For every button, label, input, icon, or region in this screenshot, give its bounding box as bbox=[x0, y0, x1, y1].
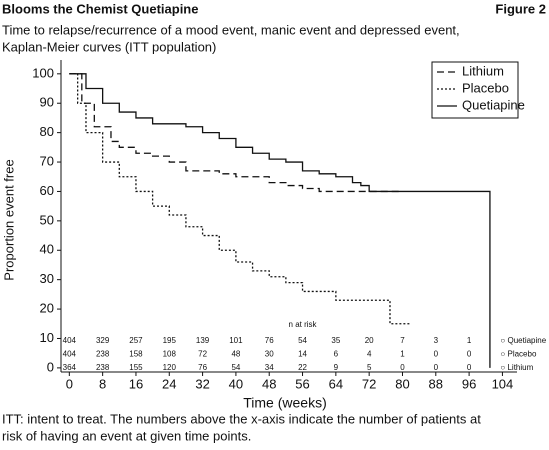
y-tick-label: 100 bbox=[32, 65, 54, 80]
risk-count: 238 bbox=[96, 363, 110, 372]
risk-count: 139 bbox=[196, 336, 210, 345]
risk-count: 329 bbox=[96, 336, 110, 345]
y-tick-label: 80 bbox=[40, 124, 54, 139]
risk-count: 364 bbox=[63, 363, 77, 372]
figure-label: Figure 2 bbox=[495, 1, 546, 16]
y-tick-label: 20 bbox=[40, 301, 54, 316]
km-curve bbox=[69, 73, 491, 368]
risk-title: n at risk bbox=[289, 320, 318, 329]
x-tick-label: 16 bbox=[129, 376, 143, 391]
title: Blooms the Chemist Quetiapine bbox=[2, 1, 198, 16]
risk-count: 22 bbox=[298, 363, 307, 372]
risk-count: 4 bbox=[367, 350, 372, 359]
risk-count: 1 bbox=[467, 336, 472, 345]
km-curve bbox=[69, 73, 411, 325]
y-axis-label: Proportion event free bbox=[1, 159, 16, 280]
subtitle: Time to relapse/recurrence of a mood eve… bbox=[2, 22, 460, 37]
x-tick-label: 88 bbox=[429, 376, 443, 391]
risk-count: 3 bbox=[434, 336, 439, 345]
y-tick-label: 70 bbox=[40, 153, 54, 168]
x-tick-label: 8 bbox=[99, 376, 106, 391]
subtitle: Kaplan-Meier curves (ITT population) bbox=[2, 39, 216, 54]
risk-count: 1 bbox=[400, 350, 405, 359]
risk-count: 35 bbox=[331, 336, 340, 345]
risk-count: 108 bbox=[163, 350, 177, 359]
risk-count: 0 bbox=[400, 363, 405, 372]
legend-label: Lithium bbox=[462, 63, 504, 78]
x-axis-label: Time (weeks) bbox=[243, 395, 327, 411]
risk-count: 257 bbox=[129, 336, 143, 345]
risk-count: 404 bbox=[63, 350, 77, 359]
risk-count: 238 bbox=[96, 350, 110, 359]
risk-count: 9 bbox=[334, 363, 339, 372]
risk-count: 0 bbox=[434, 350, 439, 359]
risk-count: 158 bbox=[129, 350, 143, 359]
x-tick-label: 96 bbox=[462, 376, 476, 391]
y-tick-label: 50 bbox=[40, 212, 54, 227]
risk-count: 76 bbox=[198, 363, 207, 372]
risk-count: 404 bbox=[63, 336, 77, 345]
x-tick-label: 40 bbox=[229, 376, 243, 391]
risk-count: 76 bbox=[265, 336, 274, 345]
risk-count: 6 bbox=[334, 350, 339, 359]
x-tick-label: 72 bbox=[362, 376, 376, 391]
x-tick-label: 80 bbox=[395, 376, 409, 391]
y-tick-label: 0 bbox=[47, 359, 54, 374]
km-curve bbox=[69, 73, 403, 193]
risk-row-label: ○ Placebo bbox=[500, 350, 537, 359]
x-tick-label: 24 bbox=[162, 376, 176, 391]
risk-count: 0 bbox=[467, 363, 472, 372]
risk-count: 14 bbox=[298, 350, 307, 359]
risk-count: 54 bbox=[231, 363, 240, 372]
risk-count: 54 bbox=[298, 336, 307, 345]
risk-count: 0 bbox=[467, 350, 472, 359]
y-tick-label: 90 bbox=[40, 95, 54, 110]
risk-count: 101 bbox=[229, 336, 243, 345]
x-tick-label: 56 bbox=[295, 376, 309, 391]
risk-count: 0 bbox=[434, 363, 439, 372]
risk-count: 48 bbox=[231, 350, 240, 359]
footnote: risk of having an event at given time po… bbox=[2, 428, 251, 443]
risk-row-label: ○ Lithium bbox=[500, 363, 533, 372]
risk-count: 34 bbox=[265, 363, 274, 372]
risk-row-label: ○ Quetiapine bbox=[500, 336, 546, 345]
legend-label: Placebo bbox=[462, 80, 509, 95]
legend-box bbox=[431, 61, 519, 119]
risk-count: 7 bbox=[400, 336, 405, 345]
x-tick-label: 104 bbox=[492, 376, 514, 391]
x-tick-label: 48 bbox=[262, 376, 276, 391]
x-tick-label: 0 bbox=[66, 376, 73, 391]
risk-count: 20 bbox=[365, 336, 374, 345]
y-tick-label: 30 bbox=[40, 271, 54, 286]
legend-label: Quetiapine bbox=[462, 97, 525, 112]
y-tick-label: 60 bbox=[40, 183, 54, 198]
x-tick-label: 32 bbox=[195, 376, 209, 391]
x-tick-label: 64 bbox=[329, 376, 343, 391]
risk-count: 120 bbox=[163, 363, 177, 372]
risk-count: 195 bbox=[163, 336, 177, 345]
y-tick-label: 10 bbox=[40, 330, 54, 345]
y-tick-label: 40 bbox=[40, 242, 54, 257]
risk-count: 30 bbox=[265, 350, 274, 359]
risk-count: 72 bbox=[198, 350, 207, 359]
risk-count: 155 bbox=[129, 363, 143, 372]
footnote: ITT: intent to treat. The numbers above … bbox=[2, 411, 481, 426]
risk-count: 5 bbox=[367, 363, 372, 372]
